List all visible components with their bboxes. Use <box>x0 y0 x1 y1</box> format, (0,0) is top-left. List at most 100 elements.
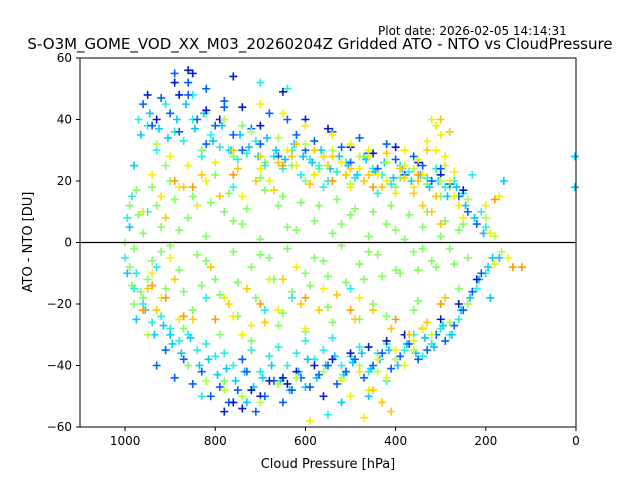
scatter-point <box>236 130 245 139</box>
scatter-point <box>278 161 287 170</box>
scatter-point <box>125 223 134 232</box>
scatter-point <box>256 164 265 173</box>
scatter-point <box>274 379 283 388</box>
scatter-point <box>256 121 265 130</box>
scatter-point <box>369 361 378 370</box>
scatter-point <box>229 361 238 370</box>
scatter-point <box>369 386 378 395</box>
scatter-point <box>328 333 337 342</box>
scatter-point <box>360 275 369 284</box>
scatter-point <box>427 115 436 124</box>
scatter-point <box>274 201 283 210</box>
scatter-point <box>342 278 351 287</box>
scatter-point <box>328 130 337 139</box>
scatter-point <box>504 253 513 262</box>
scatter-point <box>389 173 398 182</box>
scatter-point <box>319 183 328 192</box>
scatter-point <box>220 293 229 302</box>
scatter-point <box>387 201 396 210</box>
scatter-point <box>197 367 206 376</box>
scatter-point <box>454 226 463 235</box>
scatter-point <box>296 300 305 308</box>
scatter-point <box>161 346 170 355</box>
y-tick-label: −20 <box>47 297 72 311</box>
scatter-point <box>445 177 454 185</box>
scatter-point <box>175 336 184 345</box>
scatter-point <box>256 367 265 376</box>
scatter-point <box>258 373 267 382</box>
scatter-point <box>161 161 170 170</box>
scatter-point <box>319 367 328 376</box>
y-tick-label: 60 <box>57 51 72 65</box>
scatter-point <box>175 226 184 235</box>
scatter-point <box>272 146 281 155</box>
scatter-point <box>287 293 296 302</box>
scatter-point <box>454 284 463 293</box>
scatter-point <box>190 124 199 133</box>
scatter-point <box>319 256 328 265</box>
scatter-point <box>170 275 179 284</box>
scatter-point <box>283 84 292 93</box>
scatter-point <box>369 149 378 158</box>
scatter-point <box>247 336 256 345</box>
scatter-point <box>409 346 418 355</box>
scatter-point <box>517 263 526 272</box>
scatter-point <box>472 275 481 284</box>
scatter-point <box>337 158 346 167</box>
scatter-point <box>184 90 193 99</box>
scatter-point <box>342 170 351 179</box>
scatter-point <box>168 339 177 348</box>
scatter-point <box>175 90 184 99</box>
scatter-point <box>292 226 301 235</box>
scatter-point <box>486 229 495 238</box>
scatter-point <box>432 121 441 130</box>
scatter-point <box>278 309 287 318</box>
scatter-point <box>188 379 197 388</box>
scatter-point <box>346 140 355 149</box>
scatter-point <box>301 121 310 130</box>
scatter-point <box>211 315 220 324</box>
scatter-point <box>328 177 337 185</box>
scatter-point <box>305 416 314 425</box>
scatter-point <box>314 370 323 379</box>
scatter-point <box>220 349 229 358</box>
scatter-point <box>470 213 479 222</box>
scatter-point <box>319 392 328 401</box>
x-tick-label: 200 <box>474 434 497 448</box>
scatter-point <box>391 315 400 324</box>
scatter-point <box>400 146 409 155</box>
scatter-point <box>378 398 387 407</box>
scatter-point <box>184 66 193 75</box>
scatter-point <box>373 170 382 179</box>
scatter-point <box>251 137 260 146</box>
scatter-point <box>346 210 355 219</box>
scatter-point <box>184 78 193 87</box>
scatter-point <box>391 143 400 152</box>
scatter-markers <box>121 66 579 425</box>
scatter-point <box>148 281 157 290</box>
scatter-point <box>305 383 314 392</box>
scatter-point <box>420 333 429 342</box>
scatter-point <box>247 127 256 136</box>
scatter-point <box>188 315 197 324</box>
scatter-point <box>150 330 159 339</box>
scatter-point <box>188 69 197 78</box>
scatter-point <box>373 250 382 259</box>
scatter-point <box>409 336 418 345</box>
scatter-point <box>436 232 445 241</box>
scatter-point <box>314 161 323 170</box>
scatter-point <box>238 355 247 364</box>
scatter-point <box>222 364 231 373</box>
scatter-point <box>314 201 323 210</box>
scatter-point <box>364 170 373 179</box>
scatter-point <box>245 143 254 152</box>
scatter-point <box>310 361 319 370</box>
scatter-point <box>409 247 418 256</box>
scatter-point <box>432 192 441 201</box>
scatter-point <box>448 330 456 339</box>
scatter-point <box>355 152 364 161</box>
scatter-point <box>184 213 193 222</box>
scatter-point <box>427 256 436 265</box>
scatter-point <box>418 223 427 232</box>
scatter-point <box>317 146 326 155</box>
